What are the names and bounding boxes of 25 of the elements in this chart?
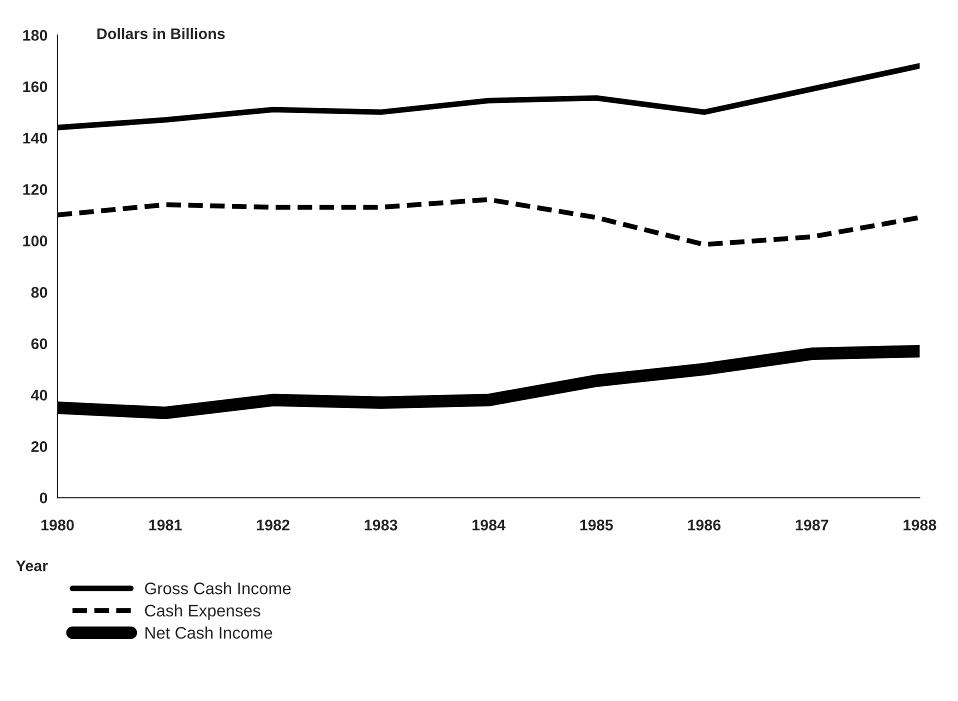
y-tick-label: 120 — [23, 184, 48, 195]
legend-label: Gross Cash Income — [144, 582, 291, 594]
y-tick-label: 160 — [23, 81, 48, 92]
x-tick-label: 1987 — [796, 520, 828, 530]
y-tick-label: 20 — [31, 441, 48, 452]
y-axis-title: Dollars in Billions — [97, 28, 225, 40]
y-tick-label: 40 — [31, 390, 48, 401]
x-tick-label: 1986 — [688, 520, 721, 530]
x-tick-label: 1984 — [472, 520, 506, 530]
legend-label: Net Cash Income — [146, 626, 272, 639]
y-tick-label: 140 — [23, 132, 48, 144]
y-tick-label: 100 — [23, 236, 48, 246]
y-tick-label: 180 — [23, 30, 48, 41]
y-tick-label: 60 — [31, 338, 48, 350]
x-tick-label: 1983 — [364, 520, 398, 530]
line-series — [57, 197, 920, 247]
x-axis-title: Year — [16, 560, 48, 572]
legend-label: Cash Expenses — [144, 604, 260, 620]
x-tick-label: 1980 — [41, 520, 74, 530]
y-tick-label: 0 — [40, 492, 48, 504]
x-tick-label: 1982 — [257, 520, 290, 530]
x-tick-label: 1985 — [580, 520, 613, 530]
y-tick-label: 80 — [31, 286, 48, 298]
x-tick-label: 1981 — [149, 520, 182, 530]
x-tick-label: 1988 — [904, 520, 936, 530]
